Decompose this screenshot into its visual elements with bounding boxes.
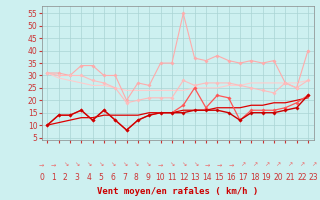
- Text: ↘: ↘: [122, 162, 127, 168]
- Text: 16: 16: [226, 172, 236, 182]
- Text: →: →: [157, 162, 163, 168]
- Text: 0: 0: [39, 172, 44, 182]
- Text: 10: 10: [155, 172, 165, 182]
- Text: 14: 14: [202, 172, 212, 182]
- Text: 11: 11: [167, 172, 176, 182]
- Text: ↗: ↗: [240, 162, 245, 168]
- Text: ↘: ↘: [145, 162, 151, 168]
- Text: ↘: ↘: [75, 162, 80, 168]
- Text: ↘: ↘: [98, 162, 103, 168]
- Text: ↘: ↘: [169, 162, 174, 168]
- Text: →: →: [204, 162, 210, 168]
- Text: 22: 22: [297, 172, 307, 182]
- Text: 23: 23: [309, 172, 318, 182]
- Text: ↘: ↘: [193, 162, 198, 168]
- Text: Vent moyen/en rafales ( km/h ): Vent moyen/en rafales ( km/h ): [97, 188, 258, 196]
- Text: 9: 9: [146, 172, 150, 182]
- Text: ↘: ↘: [133, 162, 139, 168]
- Text: 21: 21: [285, 172, 295, 182]
- Text: 5: 5: [98, 172, 103, 182]
- Text: 17: 17: [238, 172, 247, 182]
- Text: 15: 15: [214, 172, 224, 182]
- Text: ↘: ↘: [63, 162, 68, 168]
- Text: →: →: [228, 162, 234, 168]
- Text: 20: 20: [273, 172, 283, 182]
- Text: ↗: ↗: [287, 162, 292, 168]
- Text: ↗: ↗: [264, 162, 269, 168]
- Text: 1: 1: [51, 172, 56, 182]
- Text: 8: 8: [134, 172, 139, 182]
- Text: ↗: ↗: [252, 162, 257, 168]
- Text: ↘: ↘: [110, 162, 115, 168]
- Text: →: →: [216, 162, 222, 168]
- Text: 6: 6: [110, 172, 115, 182]
- Text: 2: 2: [63, 172, 68, 182]
- Text: 18: 18: [250, 172, 259, 182]
- Text: 7: 7: [122, 172, 127, 182]
- Text: 12: 12: [179, 172, 188, 182]
- Text: →: →: [51, 162, 56, 168]
- Text: ↗: ↗: [311, 162, 316, 168]
- Text: ↘: ↘: [86, 162, 92, 168]
- Text: 4: 4: [86, 172, 91, 182]
- Text: ↗: ↗: [276, 162, 281, 168]
- Text: 3: 3: [75, 172, 79, 182]
- Text: ↗: ↗: [299, 162, 304, 168]
- Text: ↘: ↘: [181, 162, 186, 168]
- Text: →: →: [39, 162, 44, 168]
- Text: 19: 19: [261, 172, 271, 182]
- Text: 13: 13: [190, 172, 200, 182]
